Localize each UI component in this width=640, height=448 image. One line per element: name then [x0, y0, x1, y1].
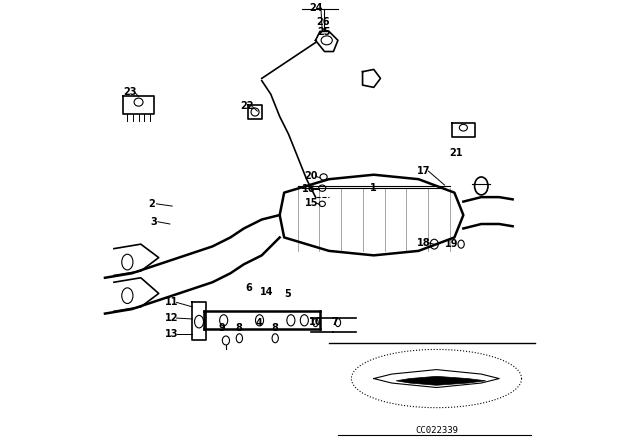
Text: 8: 8 — [235, 323, 242, 333]
Text: CC022339: CC022339 — [415, 426, 458, 435]
Ellipse shape — [255, 314, 264, 326]
Text: 26: 26 — [316, 17, 330, 26]
Text: 23: 23 — [123, 87, 136, 97]
Text: 20: 20 — [304, 171, 318, 181]
Text: 14: 14 — [260, 287, 274, 297]
Text: 21: 21 — [449, 148, 463, 158]
Text: 19: 19 — [445, 239, 458, 249]
Ellipse shape — [220, 314, 228, 326]
Text: 10: 10 — [308, 317, 323, 327]
Text: 6: 6 — [246, 283, 253, 293]
Ellipse shape — [300, 314, 308, 326]
Text: 3: 3 — [150, 217, 157, 227]
Text: 1: 1 — [371, 183, 377, 193]
Text: 2: 2 — [148, 199, 156, 209]
Text: 18: 18 — [417, 238, 431, 248]
Text: 16: 16 — [302, 184, 316, 194]
Polygon shape — [396, 376, 486, 385]
Text: 24: 24 — [310, 3, 323, 13]
Text: 4: 4 — [255, 318, 262, 327]
Text: 9: 9 — [219, 323, 226, 333]
Text: 17: 17 — [417, 166, 431, 176]
Text: 8: 8 — [272, 323, 278, 333]
Text: 5: 5 — [284, 289, 291, 299]
Text: 25: 25 — [317, 27, 332, 37]
Text: 7: 7 — [331, 317, 338, 327]
Text: 13: 13 — [165, 329, 179, 339]
Text: 22: 22 — [241, 101, 254, 111]
Text: 12: 12 — [165, 313, 179, 323]
Text: 15: 15 — [305, 198, 319, 208]
Text: 11: 11 — [165, 297, 179, 307]
Ellipse shape — [287, 314, 295, 326]
